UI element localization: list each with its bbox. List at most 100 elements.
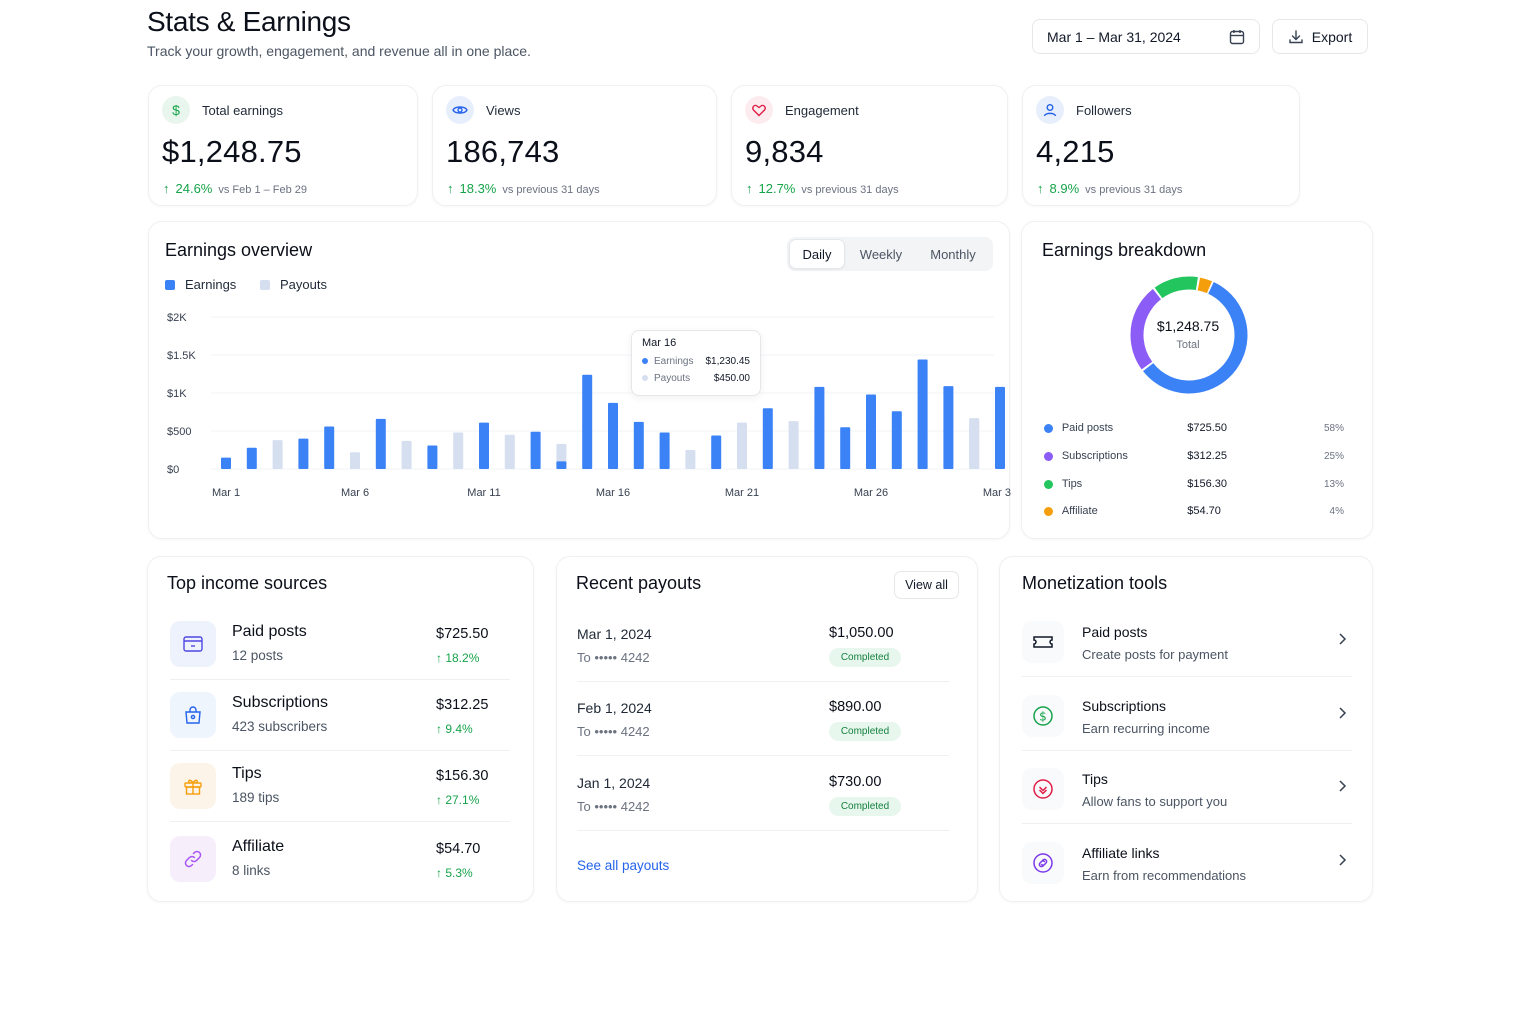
overview-title: Earnings overview <box>165 240 313 260</box>
stat-card-followers: Followers 4,215 ↑ 8.9% vs previous 31 da… <box>1022 85 1300 206</box>
tab-weekly[interactable]: Weekly <box>859 246 903 262</box>
stat-card-earnings: $ Total earnings $1,248.75 ↑ 24.6% vs Fe… <box>148 85 418 206</box>
breakdown-percent: 4% <box>1329 505 1344 517</box>
list-item[interactable]: Tips 189 tips $156.30 ↑ 27.1% <box>170 759 510 817</box>
list-item[interactable]: Subscriptions 423 subscribers $312.25 ↑ … <box>170 688 510 746</box>
chevron-right-icon <box>1339 780 1347 792</box>
income-change: ↑ 5.3% <box>436 866 473 880</box>
earnings-overview-card: $2K $1.5K $1K $500 $0 Mar 1 Mar 6 Mar 11 Mar 16 M… <box>148 221 1011 539</box>
income-amount: $312.25 <box>436 697 489 713</box>
legend-label: Earnings <box>185 277 237 292</box>
tool-affiliate-links[interactable]: Affiliate links Earn from recommendation… <box>1022 840 1352 900</box>
bar-earnings <box>530 431 541 469</box>
stat-change-value: 18.3% <box>459 181 497 196</box>
legend-payouts: Payouts <box>260 277 327 292</box>
date-range-picker[interactable]: Mar 1 – Mar 31, 2024 <box>1032 19 1260 54</box>
tool-subscriptions[interactable]: $ Subscriptions Earn recurring income <box>1022 693 1352 753</box>
page-title: Stats & Earnings <box>147 6 351 37</box>
see-all-payouts-link[interactable]: See all payouts <box>577 858 670 873</box>
tool-name: Subscriptions <box>1082 698 1167 714</box>
payout-row[interactable]: Mar 1, 2024 To ••••• 4242 $1,050.00 Comp… <box>577 625 957 682</box>
y-tick-label: $0 <box>167 464 179 476</box>
breakdown-name: Tips <box>1061 478 1083 490</box>
breakdown-percent: 58% <box>1323 422 1344 434</box>
stat-compare: vs previous 31 days <box>502 184 600 196</box>
payout-date: Mar 1, 2024 <box>577 626 652 642</box>
arrow-up-icon: ↑ <box>447 181 454 196</box>
x-tick-label: Mar 26 <box>854 487 888 499</box>
view-all-button[interactable]: View all <box>894 571 959 599</box>
divider <box>170 750 510 751</box>
tab-daily[interactable]: Daily <box>789 239 845 269</box>
tool-paid-posts[interactable]: Paid posts Create posts for payment <box>1022 619 1352 679</box>
stat-label: Total earnings <box>202 103 283 118</box>
bar-payouts <box>685 450 696 469</box>
income-title: Top income sources <box>167 573 328 593</box>
stat-compare: vs previous 31 days <box>801 184 899 196</box>
bar-payouts <box>504 434 515 469</box>
tooltip-date: Mar 16 <box>642 337 677 349</box>
eye-icon <box>446 96 474 124</box>
stat-label: Followers <box>1076 103 1132 118</box>
bar-earnings <box>711 435 722 469</box>
x-tick-label: Mar 16 <box>596 487 630 499</box>
payout-row[interactable]: Jan 1, 2024 To ••••• 4242 $730.00 Comple… <box>577 774 957 831</box>
bar-payouts <box>969 418 980 469</box>
bar-earnings <box>866 394 876 469</box>
stat-compare: vs Feb 1 – Feb 29 <box>218 184 308 196</box>
income-change: ↑ 9.4% <box>436 722 473 736</box>
income-name: Subscriptions <box>232 694 329 711</box>
stat-value: 186,743 <box>446 134 560 169</box>
breakdown-dot <box>1044 423 1053 433</box>
donut-total-label: Total <box>1176 339 1200 351</box>
breakdown-title: Earnings breakdown <box>1042 240 1207 260</box>
stat-card-views: Views 186,743 ↑ 18.3% vs previous 31 day… <box>432 85 717 206</box>
bar-earnings <box>659 432 670 469</box>
ticket-icon <box>1022 621 1064 663</box>
donut-slice <box>1130 276 1248 394</box>
bar-payouts <box>737 422 747 469</box>
divider <box>1022 823 1352 824</box>
arrow-up-icon: ↑ <box>1037 181 1044 196</box>
list-item[interactable]: Affiliate 8 links $54.70 ↑ 5.3% <box>170 832 510 890</box>
bar-payouts <box>401 440 412 469</box>
heart-icon <box>745 96 773 124</box>
legend-earnings: Earnings <box>165 277 236 292</box>
tool-sub: Earn from recommendations <box>1082 868 1247 883</box>
payout-row[interactable]: Feb 1, 2024 To ••••• 4242 $890.00 Comple… <box>577 699 957 756</box>
divider <box>1022 676 1352 677</box>
status-badge: Completed <box>829 797 901 816</box>
period-toggle: Daily Weekly Monthly <box>787 237 993 271</box>
donut-slice <box>1130 276 1248 394</box>
bar-earnings <box>221 457 231 469</box>
bar-earnings <box>840 427 851 469</box>
stat-value: 9,834 <box>745 134 824 169</box>
tool-tips[interactable]: Tips Allow fans to support you <box>1022 766 1352 826</box>
list-item[interactable]: Paid posts 12 posts $725.50 ↑ 18.2% <box>170 617 510 675</box>
tab-monthly[interactable]: Monthly <box>930 246 976 262</box>
user-icon <box>1036 96 1064 124</box>
payout-destination: To ••••• 4242 <box>577 650 650 665</box>
breakdown-dot <box>1044 506 1053 516</box>
bar-payouts <box>788 421 799 469</box>
tooltip-label: Payouts <box>654 373 691 384</box>
bar-earnings <box>943 386 954 469</box>
breakdown-row: Paid posts $725.50 58% <box>1044 418 1344 438</box>
status-badge: Completed <box>829 722 901 741</box>
arrow-up-icon: ↑ <box>163 181 170 196</box>
legend-label: Payouts <box>280 277 327 292</box>
stat-change: ↑ 24.6% vs Feb 1 – Feb 29 <box>163 181 307 196</box>
bar-payouts <box>272 440 283 469</box>
x-tick-label: Mar 11 <box>467 487 500 499</box>
stat-compare: vs previous 31 days <box>1085 184 1183 196</box>
stat-change: ↑ 18.3% vs previous 31 days <box>447 181 600 196</box>
x-tick-label: Mar 31 <box>983 487 1011 499</box>
y-tick-label: $500 <box>167 426 191 438</box>
tooltip-value: $450.00 <box>713 373 750 384</box>
breakdown-percent: 25% <box>1323 450 1344 462</box>
export-button[interactable]: Export <box>1272 19 1368 54</box>
payout-destination: To ••••• 4242 <box>577 799 650 814</box>
x-tick-label: Mar 21 <box>725 487 759 499</box>
breakdown-amount: $312.25 <box>1187 450 1227 462</box>
breakdown-name: Affiliate <box>1061 505 1098 517</box>
